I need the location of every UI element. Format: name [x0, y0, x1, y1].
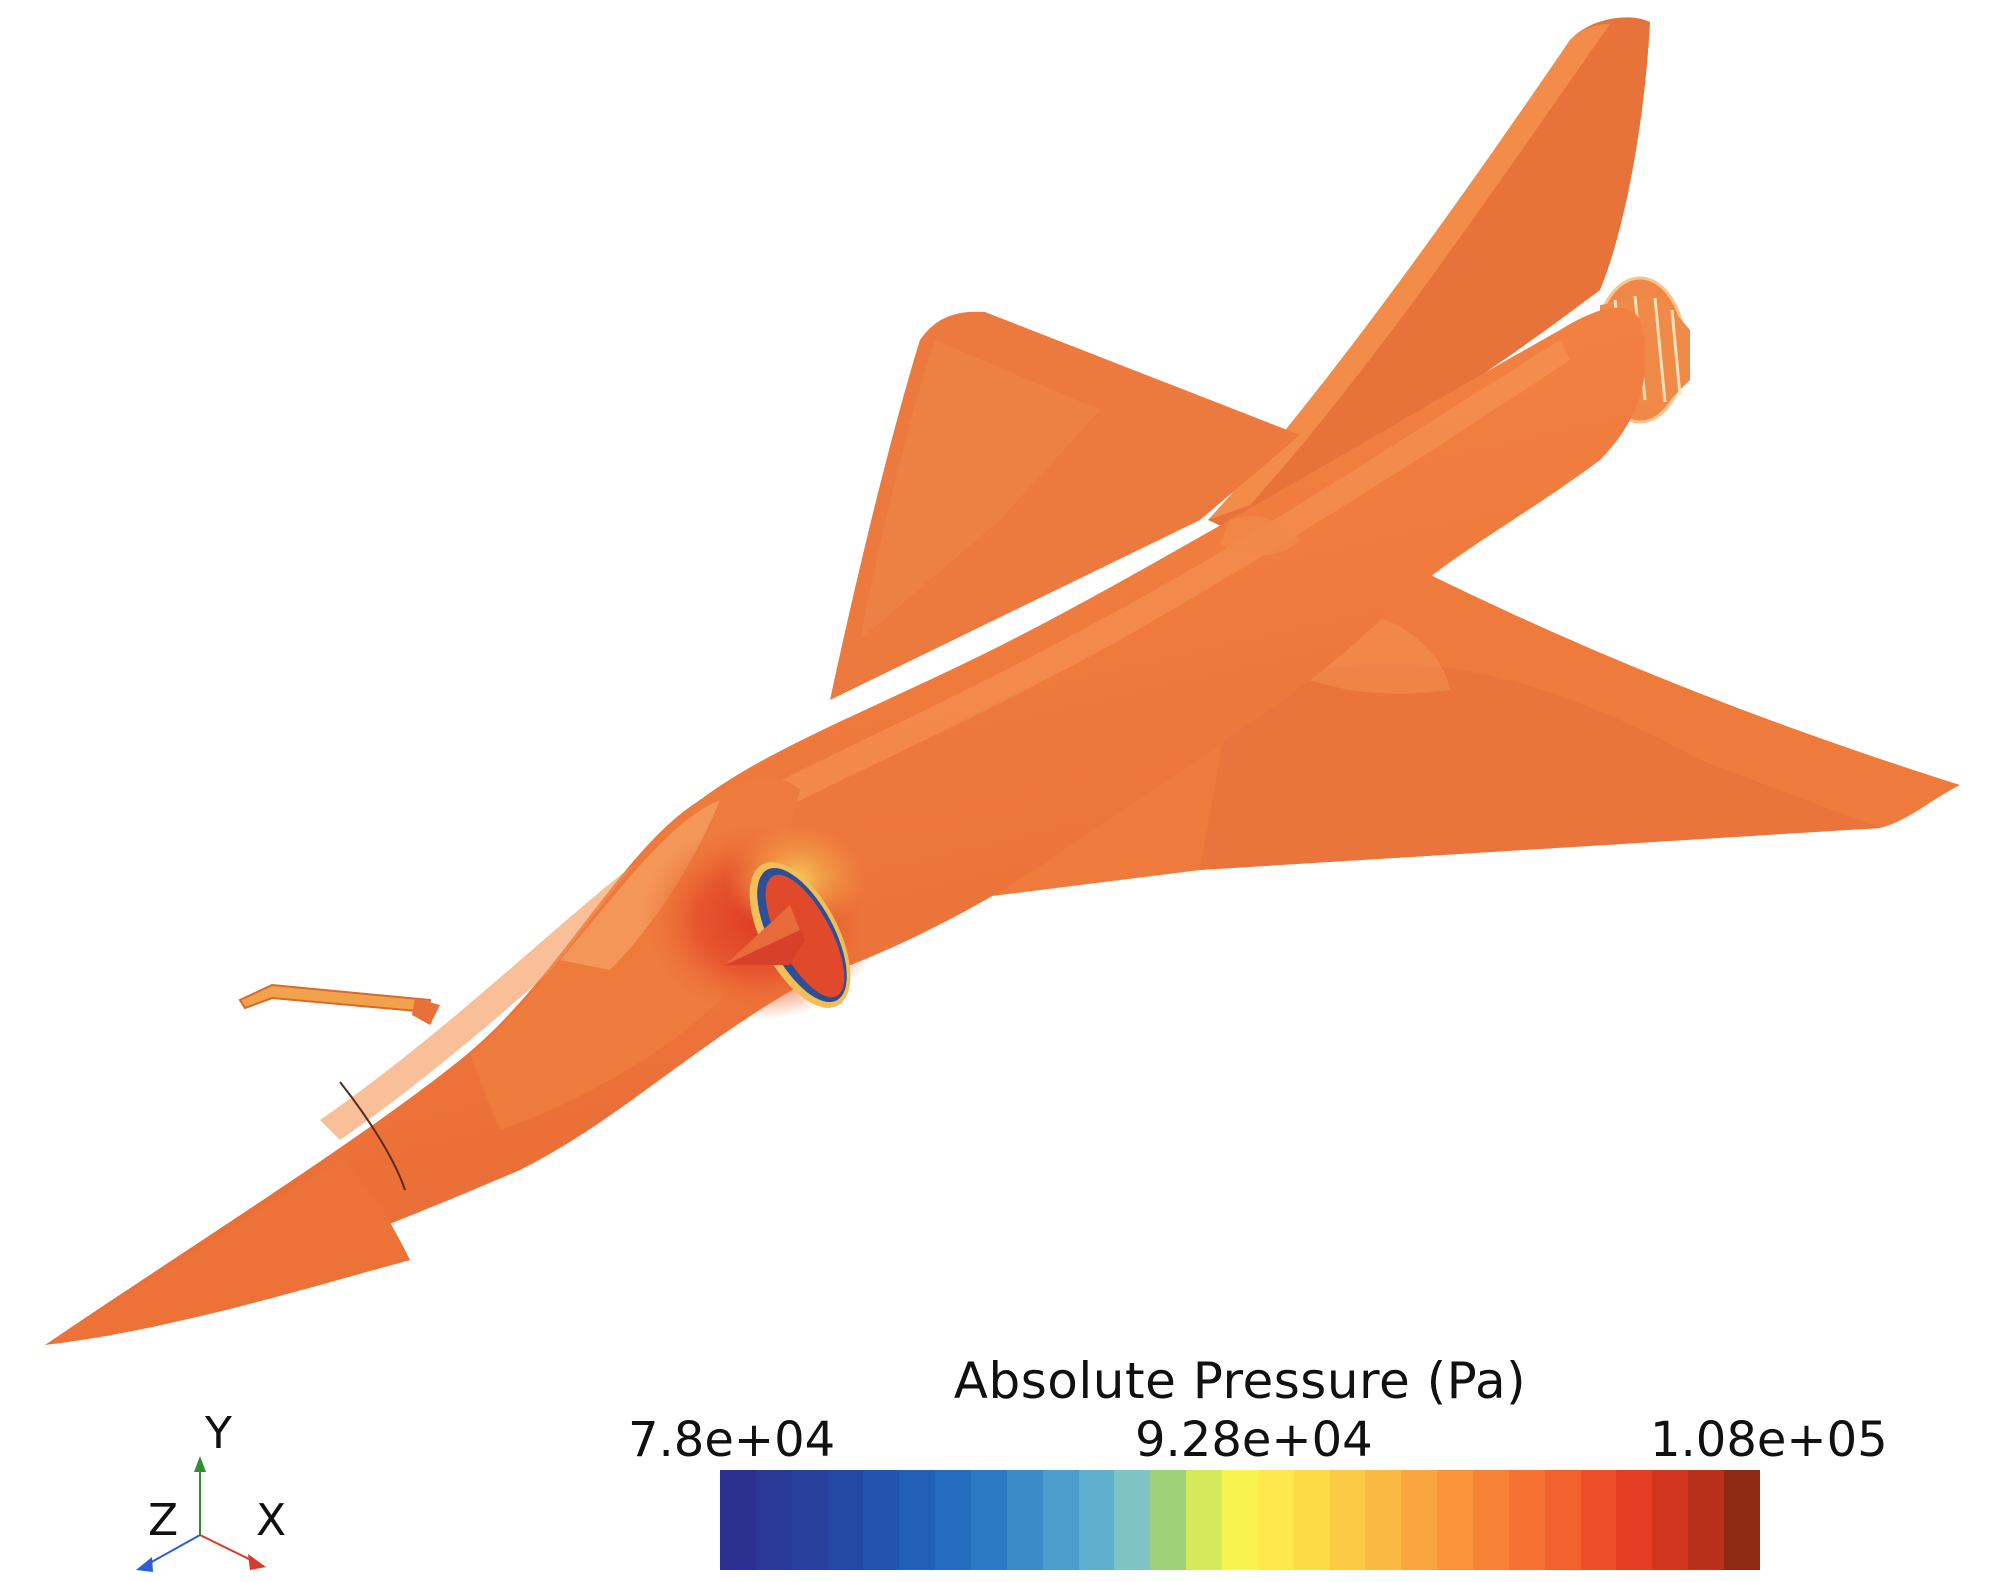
legend-max-label: 1.08e+05	[1650, 1412, 1888, 1468]
colorbar-cell	[1580, 1470, 1617, 1570]
colorbar-cell	[827, 1470, 864, 1570]
x-axis-label: X	[256, 1495, 287, 1546]
colorbar-cell	[1688, 1470, 1725, 1570]
colorbar-cell	[1329, 1470, 1366, 1570]
nose-panel-line	[339, 1081, 406, 1191]
nose-cone	[45, 1160, 410, 1345]
colorbar-cell	[791, 1470, 828, 1570]
colorbar-cell	[935, 1470, 972, 1570]
axis-triad[interactable]	[120, 1440, 320, 1580]
z-axis-label: Z	[148, 1495, 179, 1546]
colorbar-cell	[1473, 1470, 1509, 1570]
colorbar-cell	[1078, 1470, 1115, 1570]
pressure-colorbar	[720, 1470, 1760, 1570]
pitot-probe	[238, 983, 432, 1014]
colorbar-cell	[863, 1470, 900, 1570]
x-axis-line	[199, 1534, 256, 1563]
z-axis-line	[147, 1534, 201, 1565]
colorbar-cell	[1006, 1470, 1043, 1570]
colorbar-cell	[1114, 1470, 1151, 1570]
z-axis-arrow-icon	[136, 1557, 153, 1572]
colorbar-cell	[1508, 1470, 1545, 1570]
colorbar-cell	[1257, 1470, 1294, 1570]
colorbar-cell	[1042, 1470, 1079, 1570]
colorbar-cell	[1401, 1470, 1438, 1570]
legend-min-label: 7.8e+04	[628, 1412, 836, 1468]
x-axis-arrow-icon	[248, 1554, 266, 1570]
colorbar-cell	[1652, 1470, 1689, 1570]
legend-mid-label: 9.28e+04	[1135, 1412, 1373, 1468]
colorbar-cell	[1293, 1470, 1330, 1570]
colorbar-cell	[1150, 1470, 1187, 1570]
fuselage	[45, 307, 1646, 1345]
colorbar-cell	[1186, 1470, 1223, 1570]
colorbar-cell	[755, 1470, 792, 1570]
colorbar-cell	[971, 1470, 1007, 1570]
colorbar-cell	[1544, 1470, 1581, 1570]
wing-fillet	[1220, 516, 1300, 556]
colorbar-cell	[899, 1470, 936, 1570]
y-axis-arrow-icon	[194, 1456, 206, 1472]
left-wing-shade	[860, 340, 1100, 640]
legend-title: Absolute Pressure (Pa)	[953, 1352, 1527, 1410]
colorbar-cell	[720, 1470, 756, 1570]
canopy-highlight	[560, 800, 720, 970]
colorbar-cell	[1616, 1470, 1653, 1570]
y-axis-label: Y	[205, 1408, 232, 1459]
colorbar-cell	[1222, 1470, 1258, 1570]
right-wing-shade	[1200, 663, 1880, 870]
engine-intake	[725, 862, 851, 1008]
colorbar-cell	[1365, 1470, 1402, 1570]
colorbar-cell	[1724, 1470, 1760, 1570]
colorbar-cell	[1437, 1470, 1474, 1570]
tail-fin-leading-edge	[1208, 24, 1610, 520]
